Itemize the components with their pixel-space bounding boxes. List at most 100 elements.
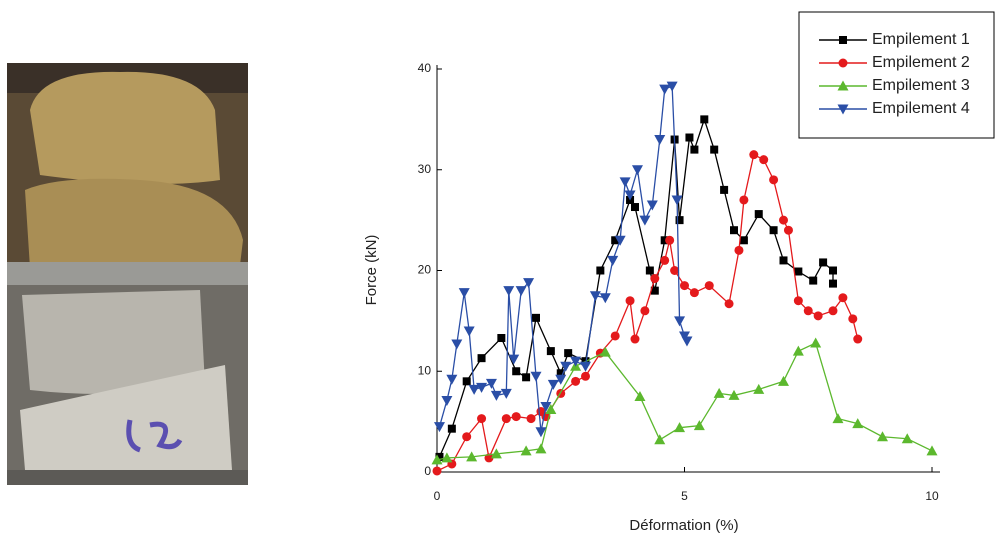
data-point: [596, 266, 605, 275]
data-point: [580, 361, 591, 372]
data-point: [901, 433, 913, 444]
data-point: [526, 414, 536, 424]
data-point: [852, 418, 864, 429]
data-point: [631, 165, 643, 176]
data-point: [468, 384, 480, 395]
data-point: [522, 373, 531, 382]
legend-marker: [837, 104, 849, 115]
data-point: [497, 334, 506, 343]
data-point: [501, 414, 511, 424]
data-point: [611, 236, 620, 245]
data-point: [730, 226, 738, 235]
data-point: [848, 314, 858, 324]
data-point: [671, 195, 683, 206]
data-point: [660, 236, 669, 245]
data-point: [710, 145, 719, 154]
data-point: [734, 245, 744, 255]
legend-marker: [837, 80, 849, 91]
data-point: [462, 377, 471, 386]
data-point: [769, 226, 778, 235]
data-point: [754, 210, 763, 219]
data-point: [607, 255, 619, 266]
data-point: [446, 374, 458, 385]
data-point: [783, 225, 793, 235]
legend-label: Empilement 4: [872, 100, 970, 117]
y-tick-label: 20: [418, 263, 432, 277]
data-point: [624, 190, 636, 201]
data-point: [490, 390, 502, 401]
legend-marker: [839, 36, 847, 44]
data-point: [769, 175, 779, 185]
data-point: [634, 390, 646, 401]
data-point: [447, 424, 456, 433]
y-tick-label: 0: [424, 464, 431, 478]
data-point: [581, 371, 590, 381]
data-point: [631, 203, 639, 212]
data-point: [689, 288, 699, 298]
data-point: [466, 451, 478, 462]
data-point: [515, 286, 527, 297]
data-point: [546, 347, 555, 356]
data-point: [441, 452, 453, 463]
data-point: [654, 434, 666, 445]
y-axis-label: Force (kN): [363, 235, 380, 306]
data-point: [720, 185, 729, 194]
data-point: [463, 326, 475, 337]
data-point: [564, 349, 573, 358]
data-point: [704, 281, 714, 291]
data-point: [523, 278, 535, 289]
data-point: [665, 235, 675, 245]
data-point: [645, 266, 654, 275]
data-point: [838, 293, 848, 303]
data-point: [679, 331, 690, 342]
data-point: [570, 356, 582, 367]
data-point: [640, 306, 650, 316]
data-point: [589, 291, 601, 302]
data-point: [724, 299, 734, 309]
data-point: [809, 276, 818, 285]
data-point: [650, 286, 659, 295]
data-point: [779, 215, 788, 225]
data-point: [458, 288, 470, 299]
data-point: [700, 115, 709, 124]
data-point: [490, 448, 502, 459]
legend-label: Empilement 2: [872, 54, 970, 71]
data-point: [681, 336, 693, 347]
data-point: [532, 313, 540, 322]
data-point: [674, 422, 686, 433]
legend-marker: [838, 58, 848, 68]
x-tick-label: 10: [925, 489, 939, 503]
data-point: [654, 135, 666, 146]
x-tick-label: 5: [681, 489, 688, 503]
data-point: [739, 195, 749, 205]
data-point: [674, 316, 686, 327]
data-point: [432, 466, 442, 476]
data-point: [794, 267, 803, 276]
data-point: [451, 339, 463, 350]
data-point: [599, 346, 611, 357]
legend-label: Empilement 1: [872, 31, 970, 48]
data-point: [778, 375, 789, 386]
data-point: [571, 376, 581, 386]
data-point: [713, 387, 725, 398]
data-point: [680, 281, 689, 291]
data-point: [728, 389, 740, 400]
data-point: [792, 345, 804, 356]
data-point: [511, 412, 521, 422]
data-point: [819, 258, 828, 267]
data-point: [877, 431, 888, 442]
data-point: [476, 382, 488, 393]
data-point: [675, 216, 684, 225]
data-point: [503, 286, 515, 297]
data-point: [610, 331, 620, 341]
data-point: [462, 432, 472, 442]
data-point: [759, 155, 769, 165]
data-point: [650, 274, 660, 284]
data-point: [753, 383, 765, 394]
data-point: [646, 200, 658, 211]
data-point: [547, 379, 559, 390]
data-point: [535, 443, 547, 454]
data-point: [779, 256, 788, 265]
